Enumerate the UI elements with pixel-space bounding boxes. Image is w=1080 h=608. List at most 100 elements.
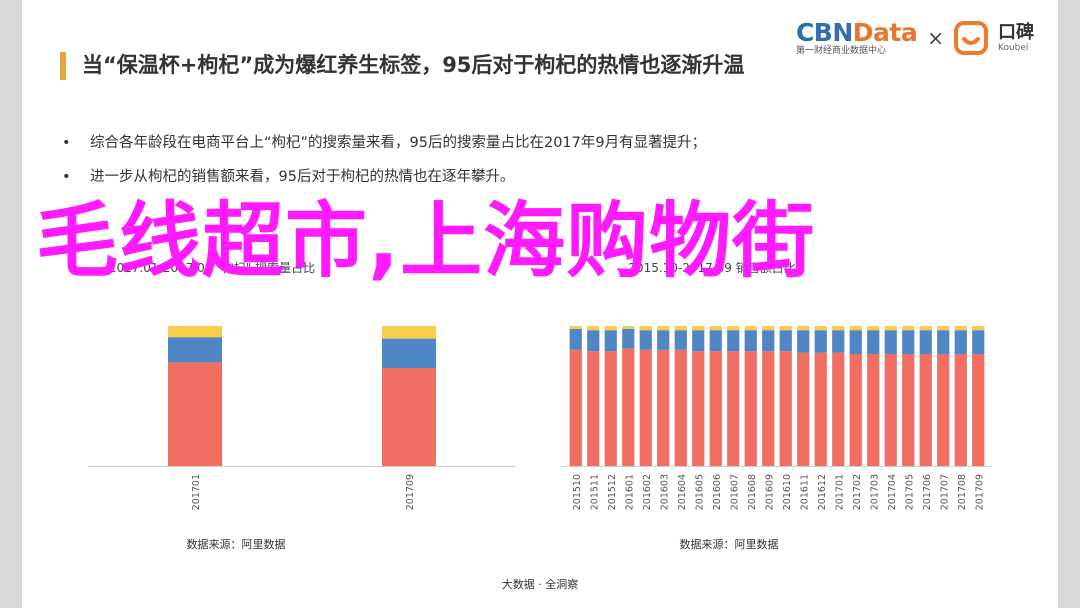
- bar-segment: [622, 348, 635, 466]
- koubei-logo: 口碑 Koubei: [998, 22, 1034, 54]
- bar-segment: [569, 349, 582, 466]
- title-accent-bar: [60, 52, 66, 80]
- bar-segment: [569, 326, 582, 329]
- tick-label: 201611: [799, 474, 810, 510]
- bar-segment: [832, 326, 845, 331]
- bar-segment: [639, 349, 652, 466]
- bullet-item: 进一步从枸杞的销售额来看，95后对于枸杞的热情也在逐年攀升。: [62, 160, 942, 194]
- brand-logos: CBNData 第一财经商业数据中心 × 口碑 Koubei: [796, 18, 1034, 58]
- cbndata-logo: CBNData 第一财经商业数据中心: [795, 17, 918, 57]
- bar-segment: [744, 330, 757, 352]
- koubei-subtitle: Koubei: [998, 43, 1029, 53]
- tick-label: 201604: [677, 474, 688, 510]
- bar-segment: [779, 351, 792, 466]
- bar-segment: [382, 326, 436, 339]
- bar-segment: [622, 326, 635, 329]
- tick-label: 201701: [191, 474, 202, 510]
- bar-segment: [744, 326, 757, 331]
- tick-label: 201702: [852, 474, 863, 510]
- tick-label: 201609: [764, 474, 775, 510]
- bar-segment: [814, 352, 827, 466]
- bar-segment: [762, 326, 775, 331]
- bar-segment: [587, 351, 600, 466]
- tick-label: 201606: [712, 474, 723, 510]
- bar-segment: [604, 330, 617, 352]
- bar-segment: [639, 326, 652, 331]
- tick-label: 201605: [694, 474, 705, 510]
- bar-segment: [919, 326, 932, 331]
- bar-segment: [937, 330, 950, 354]
- bar-segment: [692, 330, 705, 352]
- bar-segment: [902, 330, 915, 354]
- tick-label: 201603: [659, 474, 670, 510]
- bar-segment: [902, 354, 915, 466]
- chart-source: 数据来源：阿里数据: [187, 537, 286, 551]
- bar-segment: [762, 330, 775, 352]
- bar-segment: [937, 354, 950, 466]
- tick-label: 201708: [957, 474, 968, 510]
- bar-segment: [849, 330, 862, 354]
- bar-segment: [867, 326, 880, 331]
- bar-segment: [884, 326, 897, 331]
- slide-title: 当“保温杯+枸杞”成为爆红养生标签，95后对于枸杞的热情也逐渐升温: [82, 53, 745, 77]
- bar-segment: [954, 326, 967, 331]
- bar-segment: [797, 330, 810, 353]
- bar-segment: [849, 354, 862, 466]
- bar-segment: [814, 330, 827, 353]
- bar-segment: [867, 354, 880, 466]
- bar-segment: [797, 326, 810, 331]
- bar-segment: [709, 326, 722, 331]
- bar-segment: [972, 326, 985, 331]
- bar-segment: [657, 349, 670, 466]
- bar-segment: [814, 326, 827, 331]
- bar-segment: [587, 330, 600, 352]
- bar-segment: [884, 330, 897, 354]
- bar-segment: [622, 328, 635, 349]
- bar-segment: [972, 354, 985, 466]
- koubei-name: 口碑: [998, 22, 1034, 43]
- chart-title: 2015.10-2017.09 销售额占比: [628, 260, 795, 275]
- bar-segment: [639, 330, 652, 350]
- tick-label: 201709: [405, 474, 416, 510]
- bar-segment: [797, 352, 810, 466]
- bar-segment: [832, 352, 845, 466]
- bar-segment: [709, 351, 722, 466]
- tick-label: 201703: [869, 474, 880, 510]
- tick-label: 201706: [922, 474, 933, 510]
- bar-segment: [674, 349, 687, 466]
- chart-source: 数据来源：阿里数据: [680, 537, 779, 551]
- bullet-list: 综合各年龄段在电商平台上“枸杞”的搜索量来看，95后的搜索量占比在2017年9月…: [62, 126, 942, 194]
- tick-label: 201608: [747, 474, 758, 510]
- bar-segment: [779, 326, 792, 331]
- tick-label: 201612: [817, 474, 828, 510]
- times-sign: ×: [927, 26, 944, 50]
- charts-canvas: 2017.01-2017.09 "枸杞" 搜索量占比 201701 201709 数据…: [88, 260, 992, 551]
- bar-segment: [657, 326, 670, 331]
- bar-segment: [168, 337, 222, 363]
- bar-segment: [972, 330, 985, 354]
- tick-label: 201510: [572, 474, 583, 510]
- bar-segment: [604, 351, 617, 466]
- koubei-smile-icon: [954, 21, 988, 55]
- overlay-watermark-text: 毛线超市,上海购物街: [36, 194, 816, 289]
- tick-label: 201707: [939, 474, 950, 510]
- bar-segment: [867, 330, 880, 354]
- tick-label: 201512: [607, 474, 618, 510]
- chart-title: 2017.01-2017.09 "枸杞" 搜索量占比: [109, 260, 315, 275]
- cbn-data-name: Data: [852, 17, 918, 47]
- bar-segment: [919, 330, 932, 354]
- bar-segment: [884, 354, 897, 466]
- bar-segment: [604, 326, 617, 331]
- tick-label: 201601: [624, 474, 635, 510]
- bar-segment: [657, 330, 670, 350]
- bar-segment: [744, 351, 757, 466]
- bar-segment: [954, 330, 967, 354]
- bar-segment: [849, 326, 862, 331]
- slide: CBNData 第一财经商业数据中心 × 口碑 Koubei 当“保温杯+枸杞”…: [22, 0, 1058, 608]
- bar-segment: [954, 354, 967, 466]
- cbn-subtitle: 第一财经商业数据中心: [795, 45, 886, 56]
- bar-segment: [382, 368, 436, 466]
- bar-segment: [937, 326, 950, 331]
- bar-segment: [674, 330, 687, 350]
- bar-segment: [692, 351, 705, 466]
